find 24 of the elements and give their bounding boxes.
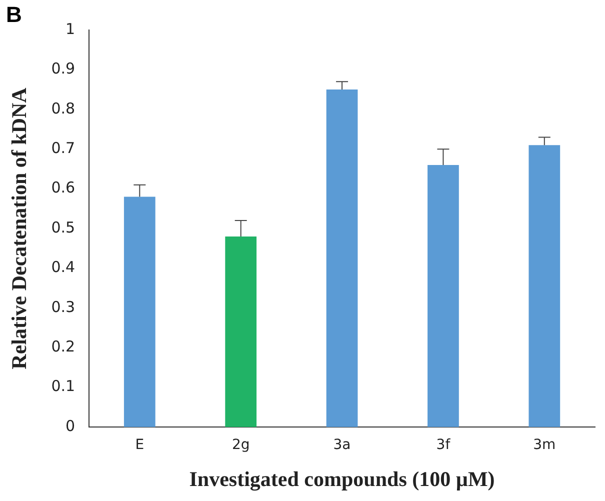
x-tick-label: E bbox=[135, 437, 144, 454]
bar bbox=[124, 196, 156, 427]
bar bbox=[428, 164, 459, 427]
bar bbox=[326, 90, 358, 427]
x-tick-label: 3f bbox=[436, 437, 452, 454]
y-tick-label: 0.1 bbox=[51, 377, 76, 396]
y-tick-label: 0.9 bbox=[51, 60, 76, 78]
x-axis-title: Investigated compounds (100 µM) bbox=[189, 466, 495, 491]
y-axis-title: Relative Decatenation of kDNA bbox=[7, 86, 32, 370]
x-tick-label: 3a bbox=[333, 437, 351, 454]
x-tick-label: 2g bbox=[232, 437, 250, 454]
y-tick-label: 0.7 bbox=[51, 138, 76, 157]
bar bbox=[225, 236, 257, 427]
y-tick-label: 0 bbox=[66, 416, 76, 435]
y-tick-label: 0.8 bbox=[51, 99, 76, 118]
chart-title: B bbox=[6, 2, 22, 28]
x-tick-label: 3m bbox=[533, 437, 556, 454]
y-tick-label: 0.5 bbox=[51, 218, 76, 236]
y-tick-label: 1 bbox=[66, 20, 76, 38]
y-tick-label: 0.6 bbox=[51, 178, 76, 197]
y-tick-label: 0.2 bbox=[51, 337, 76, 356]
bar bbox=[528, 145, 560, 427]
y-tick-label: 0.3 bbox=[51, 298, 76, 316]
y-tick-label: 0.4 bbox=[51, 258, 76, 276]
